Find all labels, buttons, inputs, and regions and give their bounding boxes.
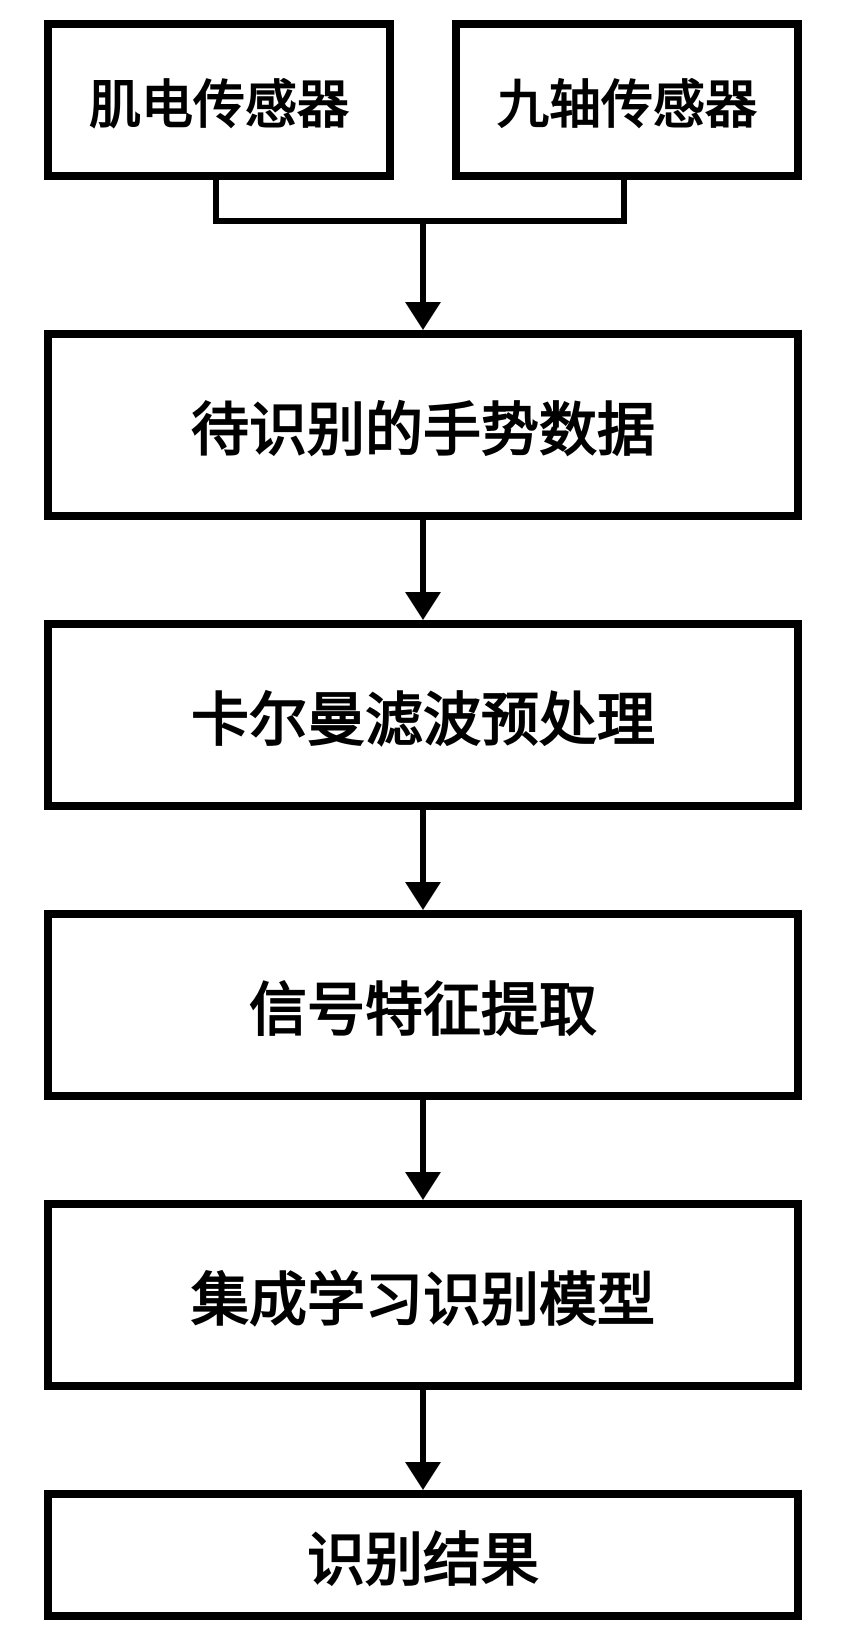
emg-sensor-label: 肌电传感器	[89, 63, 349, 138]
stage-gesture-data: 待识别的手势数据	[44, 330, 802, 520]
stage-ensemble-model-label: 集成学习识别模型	[191, 1253, 655, 1337]
stage-ensemble-model: 集成学习识别模型	[44, 1200, 802, 1390]
arrow-head-2	[405, 882, 441, 910]
arrow-head-merge	[405, 302, 441, 330]
stage-gesture-data-label: 待识别的手势数据	[191, 383, 655, 467]
stage-feature-extraction-label: 信号特征提取	[249, 963, 597, 1047]
stage-feature-extraction: 信号特征提取	[44, 910, 802, 1100]
connector-right-drop	[621, 180, 627, 220]
stage-result: 识别结果	[44, 1490, 802, 1620]
arrow-head-3	[405, 1172, 441, 1200]
arrow-line-2	[420, 810, 426, 882]
stage-kalman-filter: 卡尔曼滤波预处理	[44, 620, 802, 810]
arrow-line-1	[420, 520, 426, 592]
nineaxis-sensor-label: 九轴传感器	[497, 63, 757, 138]
stage-result-label: 识别结果	[307, 1513, 539, 1597]
stage-kalman-filter-label: 卡尔曼滤波预处理	[191, 673, 655, 757]
flowchart-container: 肌电传感器 九轴传感器 待识别的手势数据 卡尔曼滤波预处理 信号特征提取 集成学…	[0, 0, 856, 1638]
arrow-line-4	[420, 1390, 426, 1462]
arrow-line-3	[420, 1100, 426, 1172]
connector-left-drop	[213, 180, 219, 220]
connector-center-drop	[420, 218, 426, 302]
arrow-head-4	[405, 1462, 441, 1490]
arrow-head-1	[405, 592, 441, 620]
emg-sensor-box: 肌电传感器	[44, 20, 394, 180]
nineaxis-sensor-box: 九轴传感器	[452, 20, 802, 180]
